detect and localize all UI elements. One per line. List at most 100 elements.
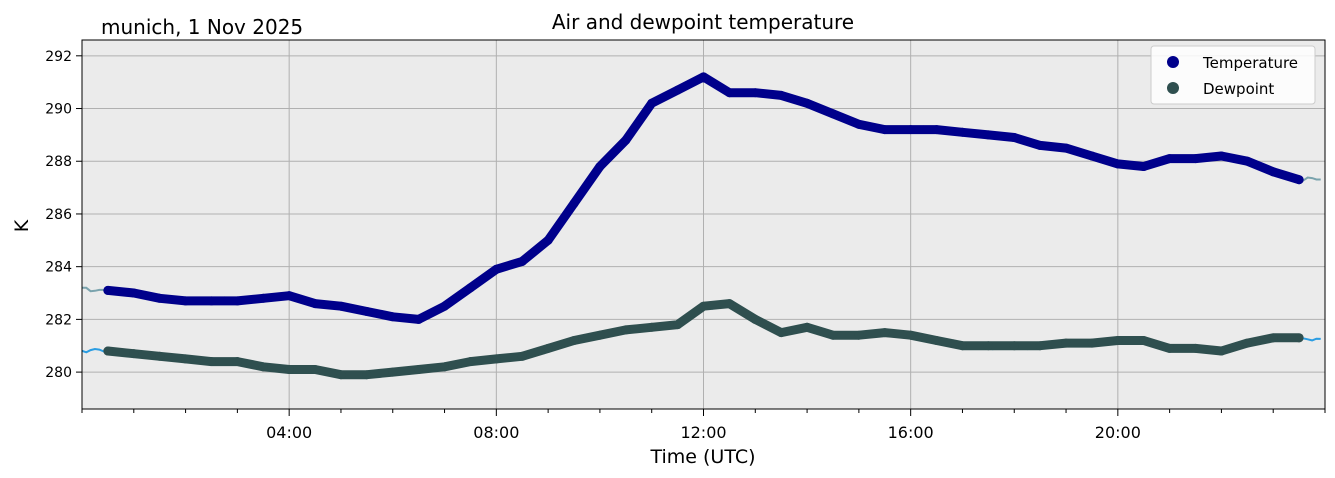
data-point-temperature — [232, 296, 242, 306]
data-point-temperature — [906, 125, 916, 135]
data-point-dewpoint — [465, 357, 475, 367]
data-point-temperature — [103, 285, 113, 295]
data-point-dewpoint — [129, 349, 139, 359]
data-point-temperature — [750, 88, 760, 98]
y-tick-label: 288 — [45, 154, 72, 170]
x-tick-label: 20:00 — [1095, 423, 1141, 442]
data-point-temperature — [673, 85, 683, 95]
data-point-dewpoint — [957, 341, 967, 351]
x-tick-label: 04:00 — [266, 423, 312, 442]
data-point-dewpoint — [699, 301, 708, 311]
y-tick-label: 284 — [45, 260, 72, 276]
data-point-temperature — [543, 235, 553, 245]
data-point-temperature — [258, 293, 268, 303]
legend-temperature-label: Temperature — [1202, 54, 1298, 72]
data-point-dewpoint — [1294, 333, 1304, 343]
y-tick-label: 280 — [45, 365, 72, 381]
data-point-dewpoint — [258, 362, 268, 372]
data-point-temperature — [802, 98, 812, 108]
data-point-temperature — [1216, 151, 1226, 161]
y-tick-label: 282 — [45, 312, 72, 328]
y-tick-label: 290 — [45, 102, 72, 118]
data-point-dewpoint — [724, 299, 734, 309]
data-point-dewpoint — [362, 370, 372, 380]
data-point-dewpoint — [1242, 338, 1252, 348]
data-point-dewpoint — [1061, 338, 1071, 348]
data-point-temperature — [595, 162, 605, 172]
legend-dewpoint-label: Dewpoint — [1203, 80, 1274, 98]
y-axis-label: K — [11, 219, 33, 232]
data-point-temperature — [983, 130, 993, 140]
data-point-temperature — [1009, 133, 1019, 143]
data-point-temperature — [284, 291, 294, 301]
data-point-temperature — [776, 90, 786, 100]
data-point-dewpoint — [1009, 341, 1019, 351]
legend: Temperature Dewpoint — [1150, 45, 1316, 105]
data-point-temperature — [621, 135, 631, 145]
data-point-temperature — [336, 301, 346, 311]
data-point-temperature — [465, 283, 475, 293]
chart-title: Air and dewpoint temperature — [552, 10, 854, 34]
data-point-temperature — [310, 299, 320, 309]
data-point-dewpoint — [776, 328, 786, 338]
data-point-temperature — [569, 198, 579, 208]
legend-temperature-marker — [1167, 56, 1179, 68]
data-point-temperature — [828, 109, 838, 119]
data-point-dewpoint — [310, 364, 320, 374]
data-point-dewpoint — [181, 354, 191, 364]
data-point-dewpoint — [336, 370, 346, 380]
series-marks — [103, 72, 1304, 380]
data-point-temperature — [1035, 140, 1045, 150]
data-point-dewpoint — [155, 351, 165, 361]
data-point-dewpoint — [284, 364, 294, 374]
data-point-temperature — [1242, 156, 1252, 166]
data-point-temperature — [1087, 151, 1097, 161]
data-point-dewpoint — [880, 328, 890, 338]
data-point-temperature — [388, 312, 398, 322]
data-point-temperature — [1294, 175, 1304, 185]
chart-subtitle: munich, 1 Nov 2025 — [101, 15, 303, 39]
data-point-dewpoint — [802, 322, 812, 332]
legend-dewpoint-marker — [1167, 82, 1179, 94]
data-point-temperature — [880, 125, 890, 135]
data-point-dewpoint — [854, 330, 864, 340]
data-point-dewpoint — [232, 357, 242, 367]
data-point-dewpoint — [440, 362, 450, 372]
legend-box — [1150, 45, 1316, 105]
data-point-temperature — [854, 119, 864, 129]
data-point-dewpoint — [1191, 343, 1201, 353]
data-point-temperature — [155, 293, 165, 303]
data-point-dewpoint — [1035, 341, 1045, 351]
data-point-temperature — [129, 288, 139, 298]
data-point-dewpoint — [1216, 346, 1226, 356]
data-point-temperature — [362, 306, 372, 316]
data-point-dewpoint — [1113, 335, 1123, 345]
data-point-dewpoint — [1268, 333, 1278, 343]
data-point-temperature — [957, 127, 967, 137]
data-point-temperature — [1113, 159, 1123, 169]
data-point-temperature — [1139, 162, 1149, 172]
data-point-dewpoint — [595, 330, 605, 340]
data-point-dewpoint — [543, 343, 553, 353]
y-tick-label: 292 — [45, 49, 72, 65]
data-point-dewpoint — [673, 320, 683, 330]
data-point-temperature — [1268, 167, 1278, 177]
data-point-temperature — [517, 256, 527, 266]
data-point-temperature — [724, 88, 734, 98]
data-point-dewpoint — [517, 351, 527, 361]
data-point-temperature — [491, 264, 501, 274]
data-point-dewpoint — [828, 330, 838, 340]
data-point-dewpoint — [569, 335, 579, 345]
data-point-dewpoint — [621, 325, 631, 335]
data-point-dewpoint — [103, 346, 113, 356]
data-point-dewpoint — [750, 314, 760, 324]
data-point-dewpoint — [491, 354, 501, 364]
data-point-temperature — [1191, 154, 1201, 164]
data-point-temperature — [181, 296, 191, 306]
data-point-temperature — [1165, 154, 1175, 164]
y-tick-label: 286 — [45, 207, 72, 223]
data-point-dewpoint — [1087, 338, 1097, 348]
data-point-dewpoint — [414, 364, 424, 374]
x-tick-label: 12:00 — [680, 423, 726, 442]
